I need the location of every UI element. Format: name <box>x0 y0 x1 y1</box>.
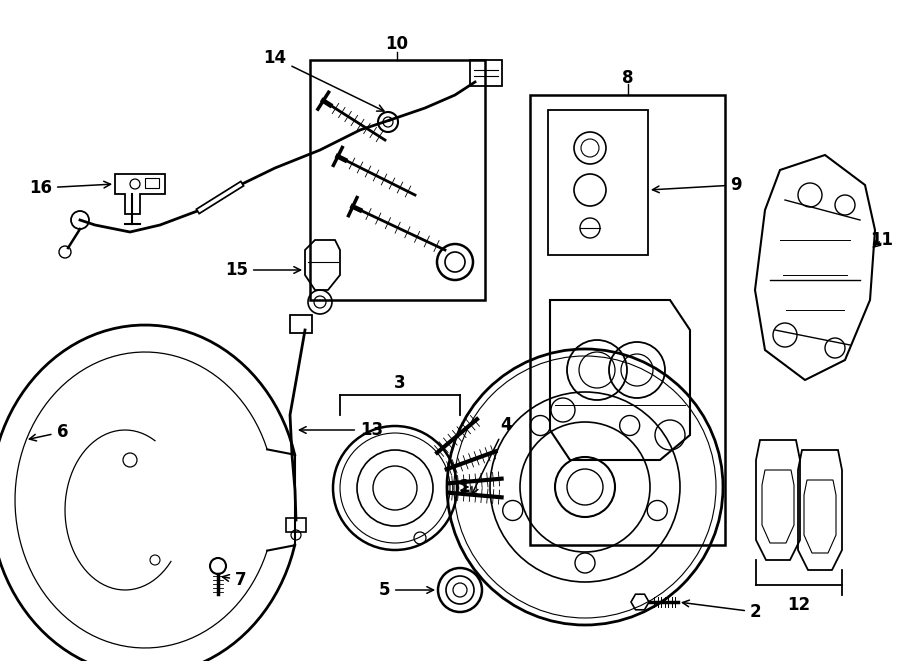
Text: 13: 13 <box>300 421 383 439</box>
Bar <box>530 95 725 545</box>
Bar <box>145 178 159 188</box>
Text: 7: 7 <box>222 571 247 589</box>
Text: 15: 15 <box>225 261 301 279</box>
Text: 2: 2 <box>682 600 761 621</box>
Text: 10: 10 <box>385 35 409 53</box>
Text: 11: 11 <box>870 231 893 249</box>
Text: 16: 16 <box>29 179 111 197</box>
Text: 4: 4 <box>472 416 511 494</box>
Text: 14: 14 <box>264 49 384 111</box>
Text: 1: 1 <box>458 478 470 496</box>
Text: 12: 12 <box>788 596 811 614</box>
Bar <box>470 60 502 86</box>
Bar <box>548 110 648 255</box>
Bar <box>286 518 306 532</box>
Text: 5: 5 <box>379 581 434 599</box>
Text: 6: 6 <box>30 423 68 441</box>
Bar <box>310 60 485 300</box>
Bar <box>290 315 312 333</box>
Text: 3: 3 <box>394 374 406 392</box>
Text: 9: 9 <box>652 176 742 194</box>
Text: 8: 8 <box>622 69 634 87</box>
